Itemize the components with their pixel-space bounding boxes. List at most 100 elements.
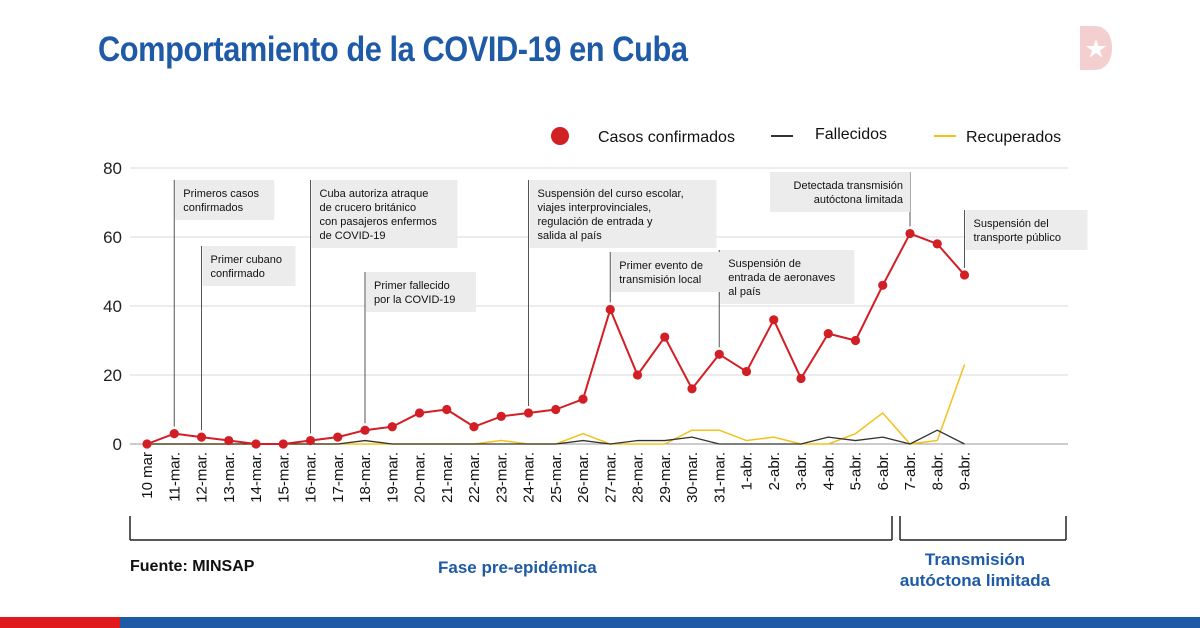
x-tick-label: 12-mar. [194,452,211,503]
annotation-text: transporte público [974,232,1061,244]
annotation-text: de crucero británico [320,202,417,214]
annotation-box [529,180,717,248]
annotation-text: Suspensión de [728,258,801,270]
x-tick-label: 2-abr. [766,452,783,490]
confirmed-markers [142,228,970,449]
phase-local-line-1: Transmisión [924,550,1026,569]
annotation-text: Cuba autoriza atraque [320,188,429,200]
series-line-deaths [147,429,965,445]
annotation-box [311,180,458,248]
x-tick-label: 1-abr. [739,452,756,490]
annotation-text: Primer fallecido [374,280,450,292]
x-tick-label: 22-mar. [466,452,483,503]
confirmed-point [523,408,534,418]
footer-bar-blue [120,617,1200,628]
y-tick-label: 20 [103,366,122,385]
confirmed-point [496,411,506,421]
x-tick-label: 3-abr. [793,452,810,490]
confirmed-point [196,432,207,442]
confirmed-point [305,435,316,446]
phase-pre-epidemic-label: Fase pre-epidémica [438,558,597,577]
x-axis-ticks: 10 mar 11-mar. 12-mar. 13-mar. 14-mar. 15-mar… [139,452,974,503]
annotation-text: confirmados [183,202,243,214]
x-tick-label: 29-mar. [657,452,674,503]
confirmed-point [660,332,670,342]
legend: Casos confirmados Fallecidos Recuperados [551,126,1061,146]
annotation-box [611,252,728,292]
legend-label-deaths: Fallecidos [815,126,887,143]
annotation-text: con pasajeros enfermos [320,216,438,228]
x-tick-label: 8-abr. [929,452,946,490]
confirmed-point [769,315,779,325]
y-tick-label: 40 [103,297,122,316]
annotation-text: Suspensión del [974,218,1049,230]
annotation-text: al país [728,286,761,298]
annotation-box [202,246,296,286]
confirmed-point [251,439,261,449]
confirmed-point [360,425,370,435]
annotation-text: Detectada transmisión [794,180,903,192]
annotation-box [175,180,275,220]
annotation-text: confirmado [211,268,265,280]
x-tick-label: 13-mar. [221,452,238,503]
phase-local-line-2: autóctona limitada [899,571,1051,590]
x-tick-label: 16-mar. [303,452,320,503]
x-tick-label: 23-mar. [493,452,510,503]
x-tick-label: 17-mar. [330,452,347,503]
y-tick-label: 80 [103,159,122,178]
confirmed-point [632,370,643,380]
confirmed-point [796,373,806,384]
annotation-text: Primer cubano [211,254,283,266]
y-tick-label: 60 [103,228,122,247]
confirmed-point [878,280,888,290]
annotation-box [720,250,855,304]
confirmed-point [224,435,234,446]
confirmed-point [551,404,561,415]
confirmed-point [741,366,752,377]
annotation-text: regulación de entrada y [538,216,653,228]
annotation-box [770,172,910,212]
x-tick-label: 25-mar. [548,452,565,503]
y-axis-ticks: 0 20 40 60 80 [103,159,122,454]
logo-d-star-icon [1080,26,1112,70]
x-tick-label: 27-mar. [602,452,619,503]
annotation-text: viajes interprovinciales, [538,202,652,214]
page-title: Comportamiento de la COVID-19 en Cuba [98,30,688,69]
x-tick-label: 20-mar. [412,452,429,503]
annotation-box [965,210,1088,250]
legend-label-recovered: Recuperados [966,129,1061,146]
x-tick-label: 30-mar. [684,452,701,503]
phase-local-transmission-label: Transmisión autóctona limitada [890,549,1060,591]
confirmed-point [387,422,397,432]
x-tick-label: 26-mar. [575,452,592,503]
annotation-box [366,272,476,312]
x-tick-label: 6-abr. [875,452,892,490]
confirmed-point [169,429,179,439]
x-tick-label: 21-mar. [439,452,456,503]
confirmed-point [932,239,942,249]
confirmed-point [605,304,615,315]
annotation-text: autóctona limitada [814,194,904,206]
x-tick-label: 7-abr. [902,452,919,490]
y-tick-label: 0 [113,435,122,454]
legend-marker-confirmed [551,127,569,145]
x-tick-label: 24-mar. [521,452,538,503]
confirmed-point [278,439,288,449]
confirmed-point [469,422,479,432]
x-tick-label: 18-mar. [357,452,374,503]
annotation-text: entrada de aeronaves [728,272,836,284]
x-tick-label: 4-abr. [820,452,837,490]
annotation-text: transmisión local [619,274,701,286]
confirmed-point [905,228,915,239]
x-tick-label: 14-mar. [248,452,265,503]
source-label: Fuente: MINSAP [130,558,255,575]
annotation-text: de COVID-19 [320,230,386,242]
confirmed-point [823,329,833,339]
confirmed-point [442,404,452,415]
confirmed-point [714,349,724,359]
confirmed-point [333,432,343,442]
x-tick-label: 28-mar. [630,452,647,503]
x-tick-label: 19-mar. [384,452,401,503]
confirmed-point [414,408,425,418]
